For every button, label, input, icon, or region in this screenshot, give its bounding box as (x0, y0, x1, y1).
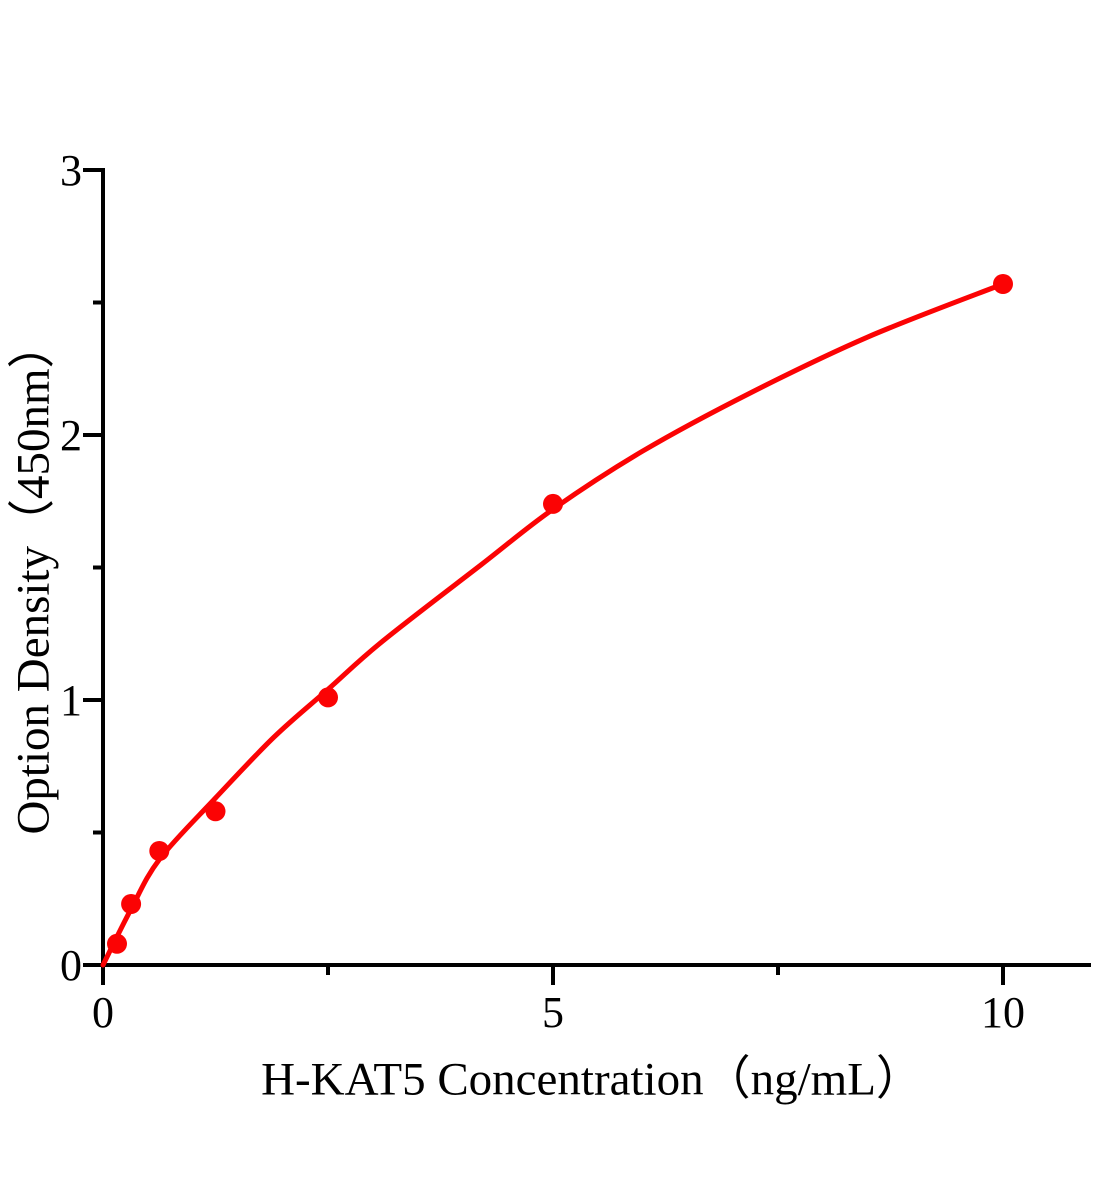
data-point (121, 894, 142, 914)
y-axis-title: Option Density（450nm） (7, 321, 60, 835)
x-axis-title: H-KAT5 Concentration（ng/mL） (261, 1053, 923, 1106)
data-point (149, 841, 170, 861)
fit-curve (100, 281, 1006, 968)
data-point (318, 687, 338, 708)
x-tick-label: 10 (981, 988, 1025, 1037)
y-tick-label: 3 (60, 146, 82, 195)
data-point (205, 801, 226, 822)
y-tick-label: 2 (60, 411, 82, 460)
data-point (543, 493, 563, 514)
data-point (107, 933, 127, 954)
y-tick-label: 1 (60, 676, 82, 725)
data-point (993, 274, 1013, 294)
x-tick-label: 5 (542, 988, 564, 1037)
x-tick-label: 0 (92, 988, 114, 1037)
y-tick-label: 0 (60, 941, 82, 990)
